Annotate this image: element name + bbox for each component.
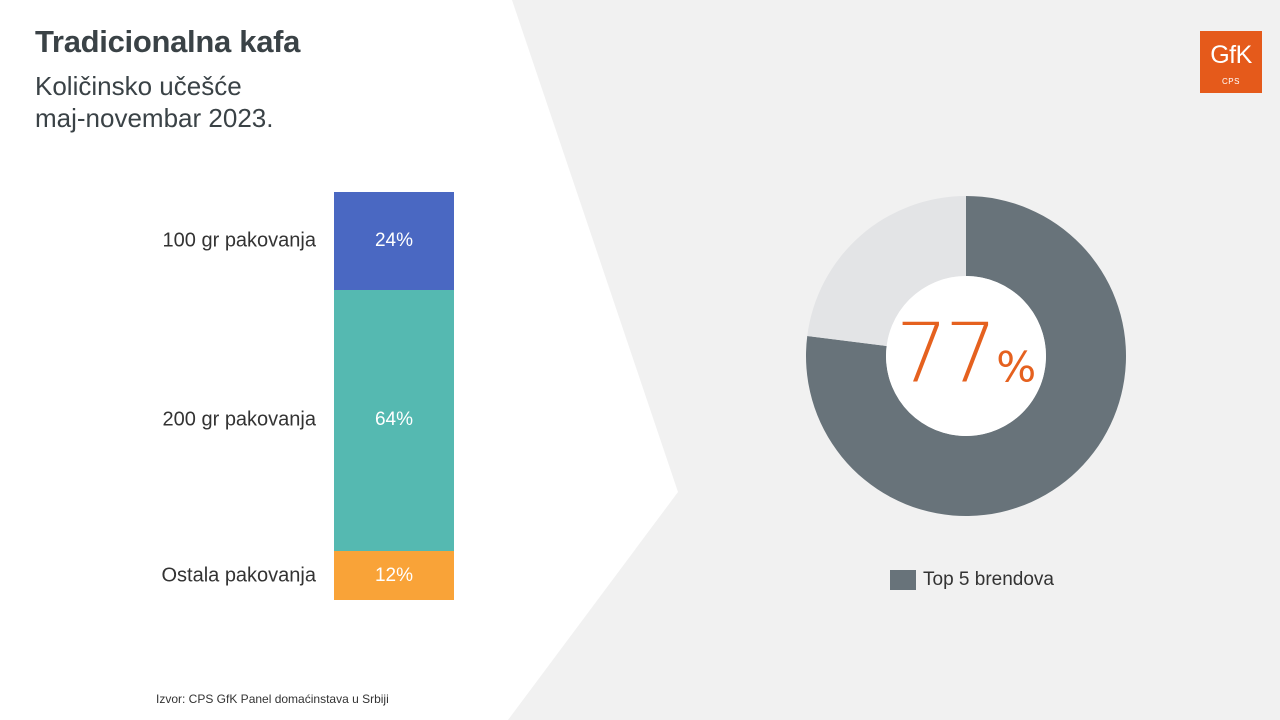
donut-chart — [806, 196, 1126, 516]
subtitle-line-1: Količinsko učešće — [35, 71, 242, 101]
donut-slice — [807, 196, 966, 346]
bar-data-label: 24% — [374, 229, 414, 251]
bar-segment — [334, 192, 454, 290]
source-note: Izvor: CPS GfK Panel domaćinstava u Srbi… — [156, 692, 389, 706]
page-title: Tradicionalna kafa — [35, 24, 301, 59]
page-subtitle: Količinsko učešće maj-novembar 2023. — [35, 70, 455, 134]
bar-segment — [334, 551, 454, 600]
bar-data-label: 12% — [374, 564, 414, 586]
donut-hole — [886, 276, 1046, 436]
gfk-logo: GfK CPS — [1200, 31, 1262, 93]
subtitle-line-2: maj-novembar 2023. — [35, 103, 274, 133]
category-label: 100 gr pakovanja — [162, 229, 316, 252]
logo-text: GfK — [1210, 41, 1252, 69]
category-label: Ostala pakovanja — [161, 564, 316, 587]
bar-data-label: 64% — [374, 409, 414, 431]
category-label: 200 gr pakovanja — [162, 408, 316, 431]
legend-swatch — [890, 570, 916, 590]
bar-segment — [334, 289, 454, 552]
donut-center-number: 77 — [895, 306, 997, 402]
donut-slice — [806, 196, 1126, 516]
donut-center-unit: % — [996, 342, 1037, 392]
logo-subtext: CPS — [1222, 77, 1240, 86]
donut-center-value: 77% — [896, 307, 1036, 402]
legend-label: Top 5 brendova — [923, 569, 1054, 590]
stacked-bar-chart: 24% 64% 12% — [334, 192, 454, 600]
